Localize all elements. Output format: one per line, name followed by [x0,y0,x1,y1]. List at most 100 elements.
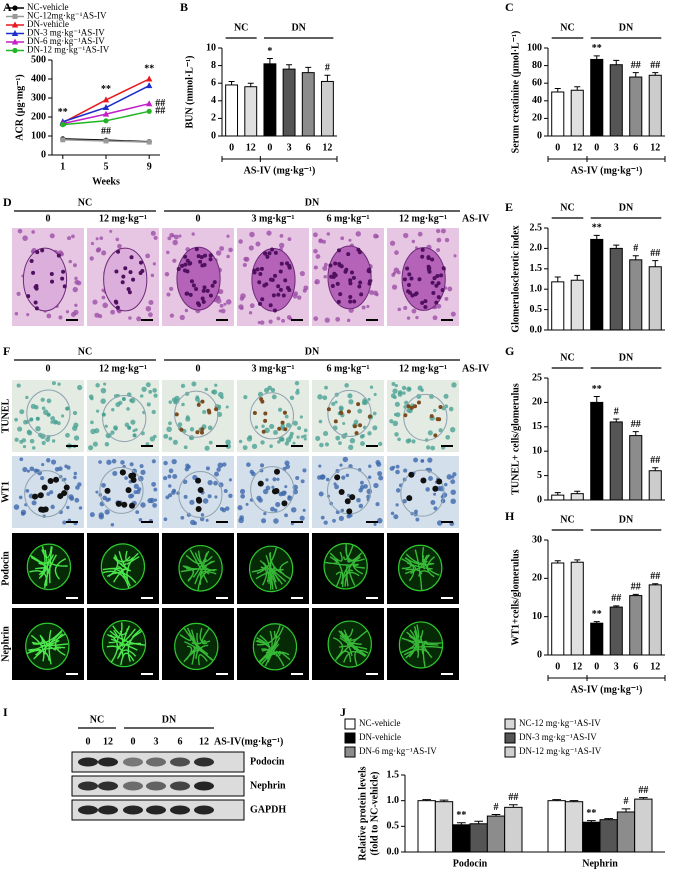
cell-nucleus [25,488,30,493]
cell-nucleus [313,316,319,321]
cell-nucleus [30,403,36,410]
y-axis-label: WT1+cells/glomerulus [510,549,521,645]
cell-nucleus [322,265,328,271]
legend-label: DN-vehicle [27,19,69,29]
glomerular-nucleus [405,266,410,271]
cell-nucleus [302,508,306,512]
glomerulus [400,469,445,517]
glomerular-stain [275,650,281,657]
cell-nucleus [355,231,361,237]
glomerular-nucleus [333,261,338,266]
cell-nucleus [205,466,210,471]
bar [225,84,239,137]
y-axis-label: Relative protein levels [357,766,368,860]
cell-nucleus [341,475,346,480]
dose-label: 6 mg·kg⁻¹ [326,213,369,224]
row-label: WT1 [0,481,11,503]
glomerular-stain [108,554,119,578]
annotation: ## [631,582,641,593]
glomerular-nucleus [199,255,204,260]
glomerular-stain [256,547,278,575]
glomerular-nucleus [263,418,268,423]
cell-nucleus [171,490,176,495]
y-tick-label: 0 [41,149,46,160]
glomerular-nucleus [276,284,281,289]
glomerular-stain [182,565,194,582]
error-bar [554,560,561,563]
cell-nucleus [433,408,437,413]
cell-nucleus [27,430,33,436]
glomerular-stain [259,559,270,583]
cell-nucleus [242,445,248,451]
y-tick-label: 100 [31,130,46,141]
cell-nucleus [375,292,379,297]
annotation: * [267,46,272,57]
glomerular-nucleus [263,251,268,256]
marker [103,138,109,144]
glomerular-nucleus [208,257,213,262]
dose-label: 0 [46,363,51,374]
annotation: ## [155,98,165,109]
y-tick-label: 5 [537,470,542,481]
glomerular-stain [265,641,279,659]
cell-nucleus [89,256,94,261]
cell-nucleus [389,240,396,246]
cell-nucleus [73,435,80,441]
cell-nucleus [73,263,77,268]
cell-nucleus [153,434,157,439]
glomerular-stain [405,568,423,575]
blot-band [194,805,214,815]
cell-nucleus [267,385,272,391]
glomerular-stain [273,567,280,582]
glomerular-stain [126,552,139,584]
dose-label: 12 mg·kg⁻¹ [399,213,447,224]
glomerular-nucleus [356,402,361,407]
cell-nucleus [95,237,99,241]
cell-nucleus [217,462,224,469]
glomerular-stain [258,637,281,663]
glomerular-nucleus [49,271,54,276]
glomerular-stain [339,637,359,652]
cell-nucleus [450,311,456,317]
cell-nucleus [139,464,144,469]
cell-nucleus [262,488,269,495]
glomerulus [102,395,147,443]
cell-nucleus [280,437,285,442]
error-bar [554,492,561,496]
cell-nucleus [26,313,30,317]
glomerular-nucleus [31,493,38,500]
glomerular-nucleus [132,433,137,438]
glomerular-nucleus [423,299,428,304]
glomerular-nucleus [349,270,354,275]
glomerular-stain [401,558,412,570]
cell-nucleus [289,395,295,401]
cell-nucleus [191,232,195,236]
cell-nucleus [285,422,292,428]
cell-nucleus [255,241,261,247]
glomerular-stain [49,639,60,645]
cell-nucleus [367,397,371,401]
cell-nucleus [200,513,205,517]
cell-nucleus [296,435,300,439]
cell-nucleus [94,428,100,434]
glomerulus [26,543,72,591]
glomerular-stain [191,639,213,661]
glomerulus [249,392,295,440]
y-tick-label: 0 [537,494,542,505]
glomerular-nucleus [114,269,119,274]
glomerular-nucleus [26,294,31,299]
cell-nucleus [17,426,23,432]
bar [629,435,643,501]
glomerular-nucleus [357,284,362,289]
y-axis-label: Serum creatinine (μmol·L⁻¹) [510,31,521,154]
glomerular-nucleus [423,305,428,310]
cell-nucleus [395,464,400,469]
cell-nucleus [65,310,70,314]
glomerular-stain [413,626,420,653]
glomerular-nucleus [114,300,119,305]
glomerular-nucleus [432,276,437,281]
cell-nucleus [407,387,412,391]
y-axis-label: BUN (mmol·L⁻¹) [184,56,195,129]
annotation: ** [586,808,596,819]
cell-nucleus [240,293,246,299]
